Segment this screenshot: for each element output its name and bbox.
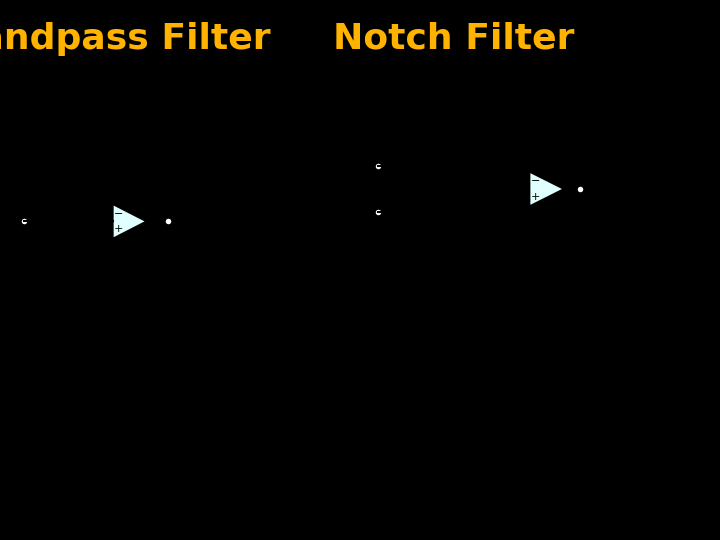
Text: $R_3$: $R_3$ bbox=[83, 240, 96, 254]
Text: $> f$: $> f$ bbox=[693, 520, 712, 532]
Text: −: − bbox=[114, 208, 124, 219]
Text: $V_1$: $V_1$ bbox=[358, 204, 374, 219]
Text: $> f$: $> f$ bbox=[333, 520, 352, 532]
Text: Bandpass Filter: Bandpass Filter bbox=[0, 22, 271, 56]
Text: $R$: $R$ bbox=[406, 189, 416, 202]
Text: $R_1$: $R_1$ bbox=[47, 199, 60, 212]
Text: $C_2$: $C_2$ bbox=[145, 144, 158, 158]
Text: $A_{max}$: $A_{max}$ bbox=[346, 382, 368, 394]
Text: $\wedge$ - dB: $\wedge$ - dB bbox=[496, 404, 523, 415]
Text: $v_{in}$: $v_{in}$ bbox=[5, 215, 20, 227]
Text: $V_2$: $V_2$ bbox=[359, 159, 374, 174]
Text: gain in dB: gain in dB bbox=[23, 342, 62, 351]
Text: $f_2$: $f_2$ bbox=[595, 520, 606, 534]
Text: $f_1$: $f_1$ bbox=[476, 520, 486, 534]
Text: Notch Filter: Notch Filter bbox=[333, 22, 575, 56]
Text: $R$: $R$ bbox=[463, 144, 472, 157]
Text: $0.707\,A_{max}$: $0.707\,A_{max}$ bbox=[326, 416, 368, 429]
Text: $0.707\,A_{max}$: $0.707\,A_{max}$ bbox=[0, 416, 22, 429]
Text: $C_1$: $C_1$ bbox=[83, 199, 97, 212]
Text: $V_{out}$: $V_{out}$ bbox=[173, 214, 195, 228]
Text: $f$: $f$ bbox=[104, 520, 112, 532]
Text: +: + bbox=[114, 224, 124, 234]
Text: $V_{out}$: $V_{out}$ bbox=[585, 181, 610, 197]
Polygon shape bbox=[112, 204, 147, 239]
Text: $f_o$: $f_o$ bbox=[536, 520, 546, 534]
Text: $A_{max}$: $A_{max}$ bbox=[0, 382, 22, 394]
Text: 3 dB: 3 dB bbox=[146, 401, 167, 409]
Text: gain in dB: gain in dB bbox=[369, 342, 408, 351]
Polygon shape bbox=[529, 172, 564, 206]
Text: $R_2$: $R_2$ bbox=[138, 173, 151, 186]
Text: $f_H$: $f_H$ bbox=[254, 520, 266, 534]
Text: $R$: $R$ bbox=[446, 231, 456, 244]
Text: +: + bbox=[531, 192, 541, 202]
Text: −: − bbox=[531, 176, 541, 186]
Text: $R$: $R$ bbox=[406, 144, 416, 157]
